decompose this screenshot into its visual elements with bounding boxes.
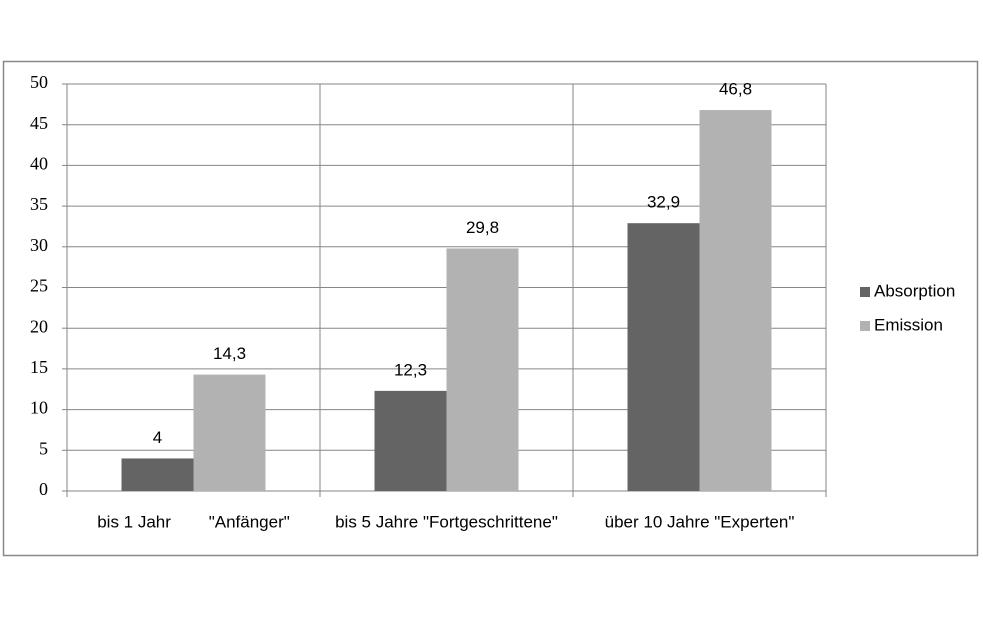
bar [699,110,772,491]
x-tick-label: bis 5 Jahre "Fortgeschrittene" [335,512,558,531]
y-tick-label: 30 [30,235,48,255]
x-tick-label: über 10 Jahre "Experten" [605,512,795,531]
value-label: 29,8 [466,218,499,237]
bar [374,390,447,491]
y-tick-label: 10 [30,398,48,418]
legend-label: Emission [874,315,943,334]
y-tick-label: 20 [30,316,48,336]
bar [627,223,700,491]
value-label: 12,3 [394,360,427,379]
y-tick-label: 25 [30,276,48,296]
value-label: 14,3 [213,344,246,363]
legend-swatch [860,287,870,297]
bar [446,248,519,491]
bar [121,458,194,491]
value-label: 4 [153,428,162,447]
y-tick-label: 0 [39,479,48,499]
y-tick-label: 5 [39,438,48,458]
value-label: 32,9 [647,193,680,212]
legend-label: Absorption [874,281,955,300]
y-tick-label: 15 [30,357,48,377]
y-tick-label: 45 [30,113,48,133]
bar [193,374,266,491]
y-tick-label: 40 [30,154,48,174]
x-tick-label: bis 1 Jahr "Anfänger" [97,512,290,531]
y-tick-label: 35 [30,194,48,214]
legend-swatch [860,321,870,331]
y-tick-label: 50 [30,72,48,92]
value-label: 46,8 [719,80,752,99]
